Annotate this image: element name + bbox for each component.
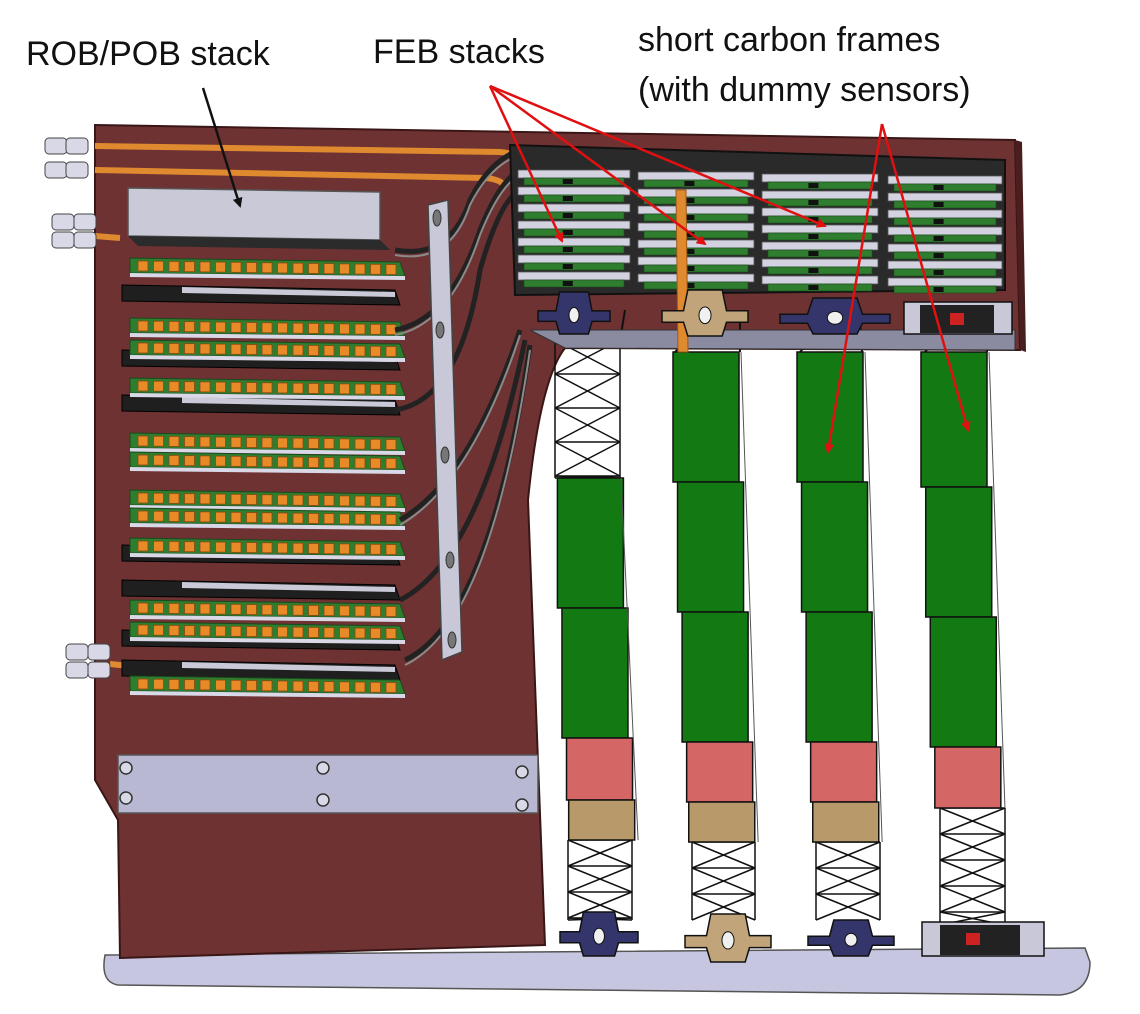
top-bracket-navy	[779, 297, 891, 335]
rob-board	[129, 451, 406, 474]
lattice	[554, 339, 621, 479]
top-bracket-black	[903, 301, 1013, 335]
rob-board	[129, 489, 406, 512]
carbon-frame-ladder	[556, 477, 639, 841]
support-rail	[427, 199, 463, 662]
carbon-lattice-supports	[554, 339, 1006, 926]
dummy-sensor	[681, 611, 749, 743]
base-plate	[103, 947, 1091, 996]
label-rob-pob-stack: ROB/POB stack	[26, 35, 270, 73]
dummy-sensor	[685, 741, 754, 803]
arrow-carbon-1	[824, 123, 884, 454]
dummy-sensor	[567, 799, 636, 841]
arrow-feb-2	[489, 84, 707, 246]
rob-board	[129, 675, 406, 698]
bottom-bracket-navy	[559, 911, 639, 957]
lattice	[567, 839, 633, 921]
dummy-sensor	[688, 801, 756, 843]
lattice	[815, 841, 881, 921]
feb-stacks	[517, 169, 1003, 294]
label-with-dummy-sensors: (with dummy sensors)	[638, 71, 971, 109]
rob-board	[129, 599, 406, 622]
dummy-sensor	[934, 746, 1002, 809]
bottom-bracket-black	[921, 921, 1045, 957]
rob-board	[129, 257, 406, 280]
dummy-sensor	[672, 351, 740, 483]
feb-stack	[761, 173, 879, 292]
top-brackets	[537, 289, 1013, 337]
lattice	[691, 841, 756, 921]
arrow-feb-3	[489, 84, 827, 228]
dummy-sensor	[929, 616, 998, 748]
dummy-sensor	[924, 486, 993, 618]
top-bracket-navy	[537, 291, 611, 335]
label-short-carbon-frames: short carbon frames	[638, 21, 941, 59]
bottom-bracket-navy	[807, 919, 895, 957]
carbon-frame-ladder	[672, 351, 759, 843]
rob-board	[129, 339, 406, 362]
top-bracket-tan	[661, 289, 749, 337]
mounting-bar	[117, 754, 539, 814]
dummy-sensor	[561, 607, 629, 739]
feb-stack	[887, 175, 1003, 294]
dummy-sensor	[556, 477, 625, 609]
dummy-sensor	[565, 737, 634, 801]
rob-pob-stack	[121, 187, 406, 698]
dummy-sensor	[805, 611, 873, 743]
rob-board	[129, 317, 406, 340]
bottom-brackets	[559, 911, 1045, 963]
arrow-rob-pob	[201, 87, 243, 208]
rob-board	[129, 537, 406, 560]
arrow-feb-1	[488, 85, 564, 243]
carbon-frame-ladder	[920, 351, 1006, 809]
rob-top-cover	[127, 187, 381, 241]
rob-board	[129, 377, 406, 400]
cable-bundles	[394, 147, 533, 663]
rob-board	[129, 507, 406, 530]
short-carbon-frames	[529, 309, 1016, 843]
dummy-sensor	[676, 481, 745, 613]
dummy-sensor	[812, 801, 880, 843]
bottom-bracket-tan	[684, 913, 772, 963]
rob-board	[129, 621, 406, 644]
arrow-carbon-2	[880, 123, 971, 432]
label-feb-stacks: FEB stacks	[373, 33, 545, 71]
dummy-sensor	[796, 351, 864, 483]
feb-holder-frame	[508, 143, 1006, 297]
rob-board	[129, 432, 406, 455]
carbon-frame-ladder	[796, 351, 883, 843]
lattice	[939, 807, 1006, 926]
annotation-arrows	[201, 84, 971, 454]
dummy-sensor	[800, 481, 869, 613]
dummy-sensor	[920, 351, 988, 488]
feb-stack	[517, 169, 631, 288]
dummy-sensor	[809, 741, 878, 803]
